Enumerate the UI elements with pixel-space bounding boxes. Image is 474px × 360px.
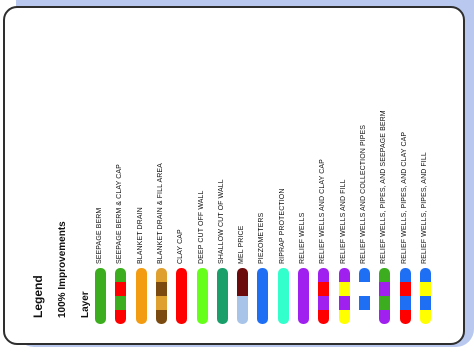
swatch-segment <box>358 282 370 296</box>
swatch-segment <box>399 282 411 296</box>
legend-item-label: BLANKET DRAIN & FILL AREA <box>156 163 164 264</box>
swatch-segment <box>176 268 188 324</box>
legend-swatch <box>379 268 391 324</box>
legend-swatch <box>318 268 330 324</box>
layer-heading: Layer <box>80 291 91 318</box>
swatch-segment <box>358 310 370 324</box>
legend-swatch <box>216 268 228 324</box>
legend-item-label: SHALLOW CUT OF WALL <box>217 179 225 264</box>
legend-item-label: RELIEF WELLS AND CLAY CAP <box>319 159 327 264</box>
swatch-segment <box>379 310 391 324</box>
legend-item-label: PIEZOMETERS <box>258 212 266 264</box>
swatch-segment <box>277 268 289 324</box>
swatch-segment <box>95 268 106 324</box>
swatch-segment <box>358 296 370 310</box>
legend-item-label: CLAY CAP <box>177 229 185 264</box>
swatch-segment <box>318 282 330 296</box>
swatch-segment <box>237 268 249 296</box>
swatch-segment <box>379 282 391 296</box>
swatch-segment <box>419 310 431 324</box>
swatch-segment <box>399 296 411 310</box>
legend-item-label: SEEPAGE BERM <box>96 207 103 264</box>
legend-item-label: DEEP CUT OFF WALL <box>197 190 205 264</box>
legend-item-label: RELIEF WELLS, PIPES, AND FILL <box>420 152 428 264</box>
legend-swatch <box>135 268 147 324</box>
swatch-segment <box>419 268 431 282</box>
swatch-segment <box>115 268 127 282</box>
legend-swatch <box>419 268 431 324</box>
legend-swatch <box>358 268 370 324</box>
swatch-segment <box>399 310 411 324</box>
legend-swatch <box>399 268 411 324</box>
swatch-segment <box>379 268 391 282</box>
swatch-segment <box>115 310 127 324</box>
legend-item-label: MEL PRICE <box>238 225 246 264</box>
swatch-segment <box>298 268 309 324</box>
swatch-segment <box>237 296 249 324</box>
swatch-segment <box>338 310 350 324</box>
swatch-segment <box>216 268 228 324</box>
swatch-segment <box>419 282 431 296</box>
legend-swatch <box>196 268 208 324</box>
legend-item-label: RELIEF WELLS AND FILL <box>339 179 347 264</box>
swatch-segment <box>115 282 127 296</box>
swatch-segment <box>338 268 350 282</box>
legend-swatch <box>155 268 167 324</box>
legend-title: Legend <box>31 275 45 318</box>
legend-panel <box>3 6 465 345</box>
legend-swatch <box>176 268 188 324</box>
swatch-segment <box>155 268 167 282</box>
legend-swatch <box>95 268 106 324</box>
swatch-segment <box>318 296 330 310</box>
legend-swatch <box>338 268 350 324</box>
legend-item-label: RELIEF WELLS <box>299 212 306 264</box>
legend-item-label: RELIEF WELLS AND COLLECTION PIPES <box>359 124 367 264</box>
swatch-segment <box>419 296 431 310</box>
legend-item-label: RELIEF WELLS, PIPES, AND SEEPAGE BERM <box>380 110 388 264</box>
swatch-segment <box>318 268 330 282</box>
legend-item-label: RELIEF WELLS, PIPES, AND CLAY CAP <box>400 131 408 264</box>
legend-item-label: SEEPAGE BERM & CLAY CAP <box>116 164 124 264</box>
legend-swatch <box>298 268 309 324</box>
swatch-segment <box>155 296 167 310</box>
swatch-segment <box>115 296 127 310</box>
swatch-segment <box>155 282 167 296</box>
swatch-segment <box>318 310 330 324</box>
swatch-segment <box>196 268 208 324</box>
legend-swatch <box>257 268 269 324</box>
legend-swatch <box>115 268 127 324</box>
swatch-segment <box>135 268 147 324</box>
swatch-segment <box>379 296 391 310</box>
legend-item-label: RIPRAP PROTECTION <box>278 188 286 264</box>
legend-swatch <box>237 268 249 324</box>
swatch-segment <box>399 268 411 282</box>
swatch-segment <box>338 282 350 296</box>
legend-subtitle: 100% Improvements <box>57 221 68 318</box>
swatch-segment <box>155 310 167 324</box>
legend-swatch <box>277 268 289 324</box>
swatch-segment <box>338 296 350 310</box>
swatch-segment <box>257 268 269 324</box>
swatch-segment <box>358 268 370 282</box>
legend-item-label: BLANKET DRAIN <box>136 207 144 264</box>
